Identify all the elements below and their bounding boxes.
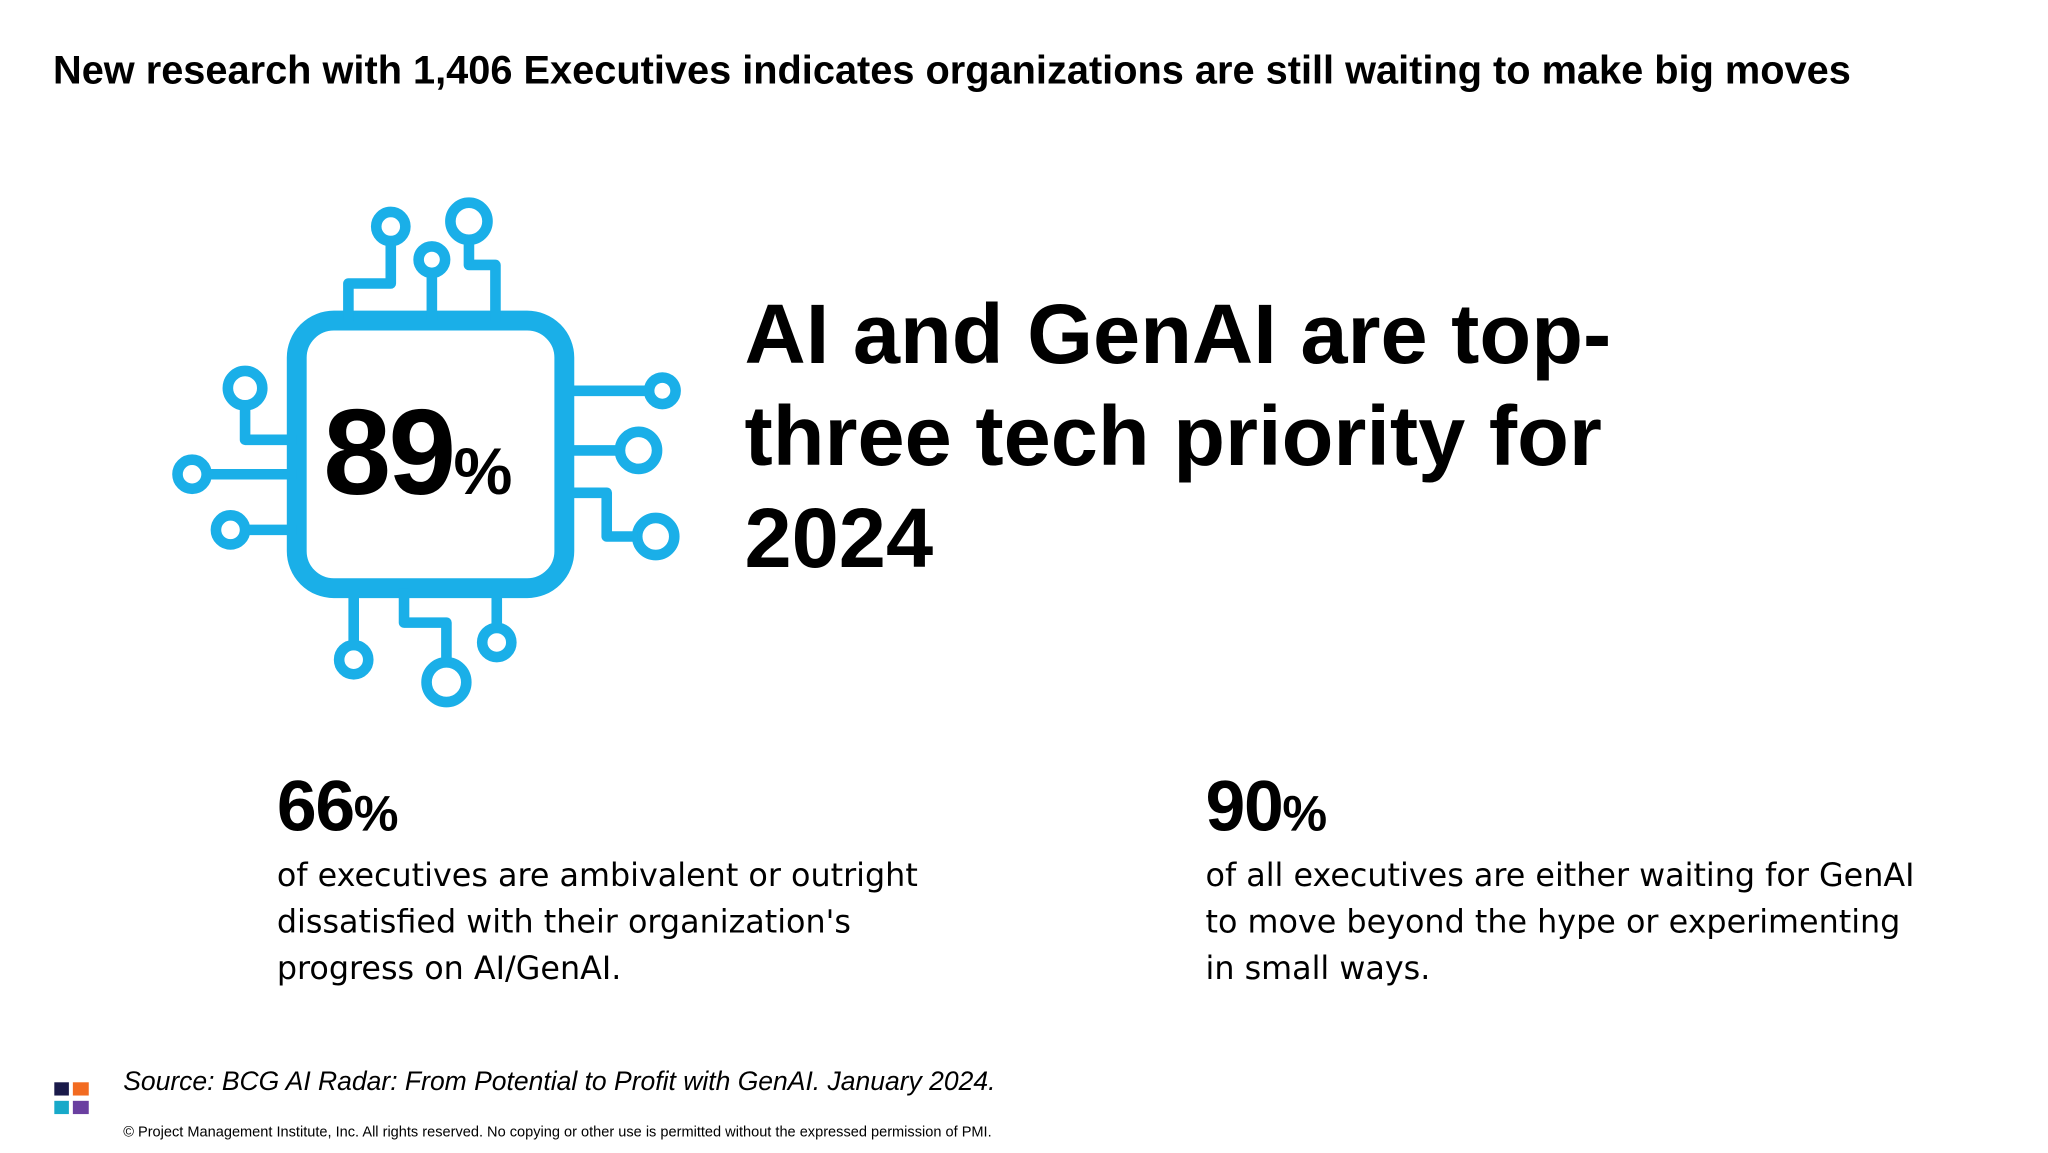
stat-text: of all executives are either waiting for… [1205, 857, 1915, 987]
stat-unit: % [1282, 786, 1328, 843]
copyright: © Project Management Institute, Inc. All… [123, 1124, 992, 1141]
stat-block: 66% of executives are ambivalent or outr… [277, 766, 992, 993]
stat-block: 90% of all executives are either waiting… [1205, 766, 1920, 993]
stat-value: 90 [1205, 767, 1283, 847]
pmi-logo [54, 1082, 89, 1115]
stat-number: 90% [1205, 766, 1920, 848]
stat-text: of executives are ambivalent or outright… [276, 857, 918, 987]
hero-unit: % [453, 434, 513, 509]
stat-unit: % [353, 786, 399, 843]
hero-stat: 89% [323, 384, 512, 523]
stat-value: 66 [276, 767, 355, 847]
headline: AI and GenAI are top-three tech priority… [744, 286, 1612, 586]
slide-title: New research with 1,406 Executives indic… [52, 49, 1851, 93]
source-note: Source: BCG AI Radar: From Potential to … [123, 1067, 996, 1097]
hero-value: 89 [323, 385, 456, 521]
stat-number: 66% [277, 766, 992, 848]
